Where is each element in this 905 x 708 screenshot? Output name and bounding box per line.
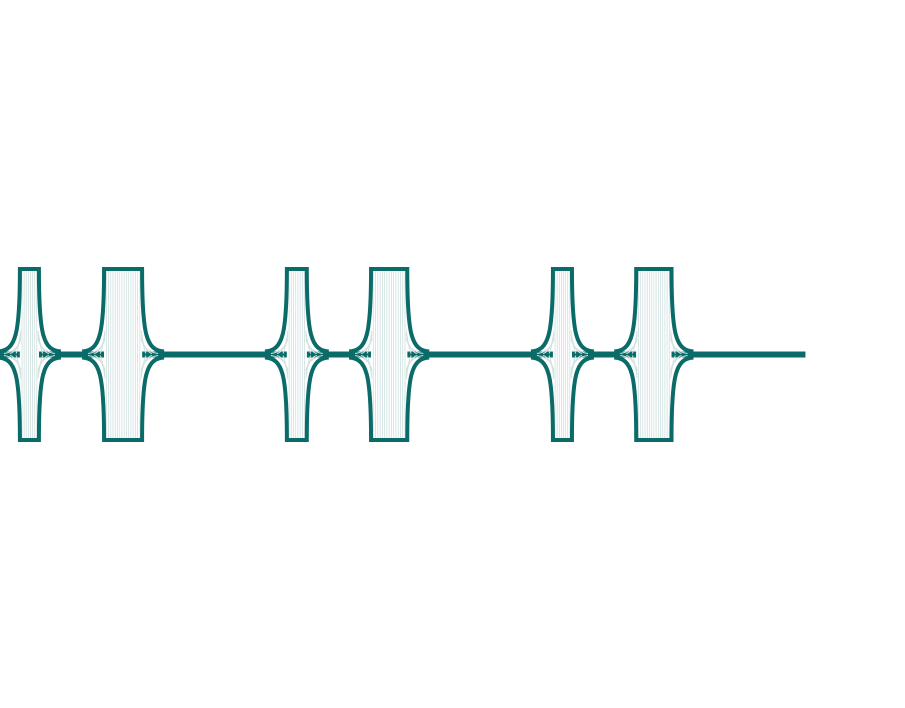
taper-line — [366, 330, 412, 379]
burst-body — [19, 269, 39, 440]
taper-line — [354, 338, 424, 371]
taper-line — [360, 334, 418, 375]
taper-line — [15, 330, 44, 379]
taper-line — [9, 334, 50, 375]
taper-line — [631, 330, 676, 379]
taper-line — [99, 330, 147, 379]
taper-line — [270, 338, 323, 371]
burst — [613, 267, 694, 442]
taper-line — [548, 330, 577, 379]
taper-line — [88, 338, 159, 371]
burst — [0, 267, 62, 442]
taper-line — [93, 334, 153, 375]
burst — [530, 267, 595, 442]
taper-line — [3, 338, 55, 371]
taper-line — [626, 334, 682, 375]
burst-body — [104, 269, 143, 440]
taper-line — [542, 334, 583, 375]
taper-line — [282, 330, 312, 379]
taper-line — [276, 334, 317, 375]
taper-line — [620, 338, 688, 371]
burst — [81, 267, 165, 442]
burst — [264, 267, 330, 442]
burst — [348, 267, 430, 442]
taper-line — [536, 338, 589, 371]
burst-body — [552, 269, 572, 440]
burst-body — [286, 269, 307, 440]
